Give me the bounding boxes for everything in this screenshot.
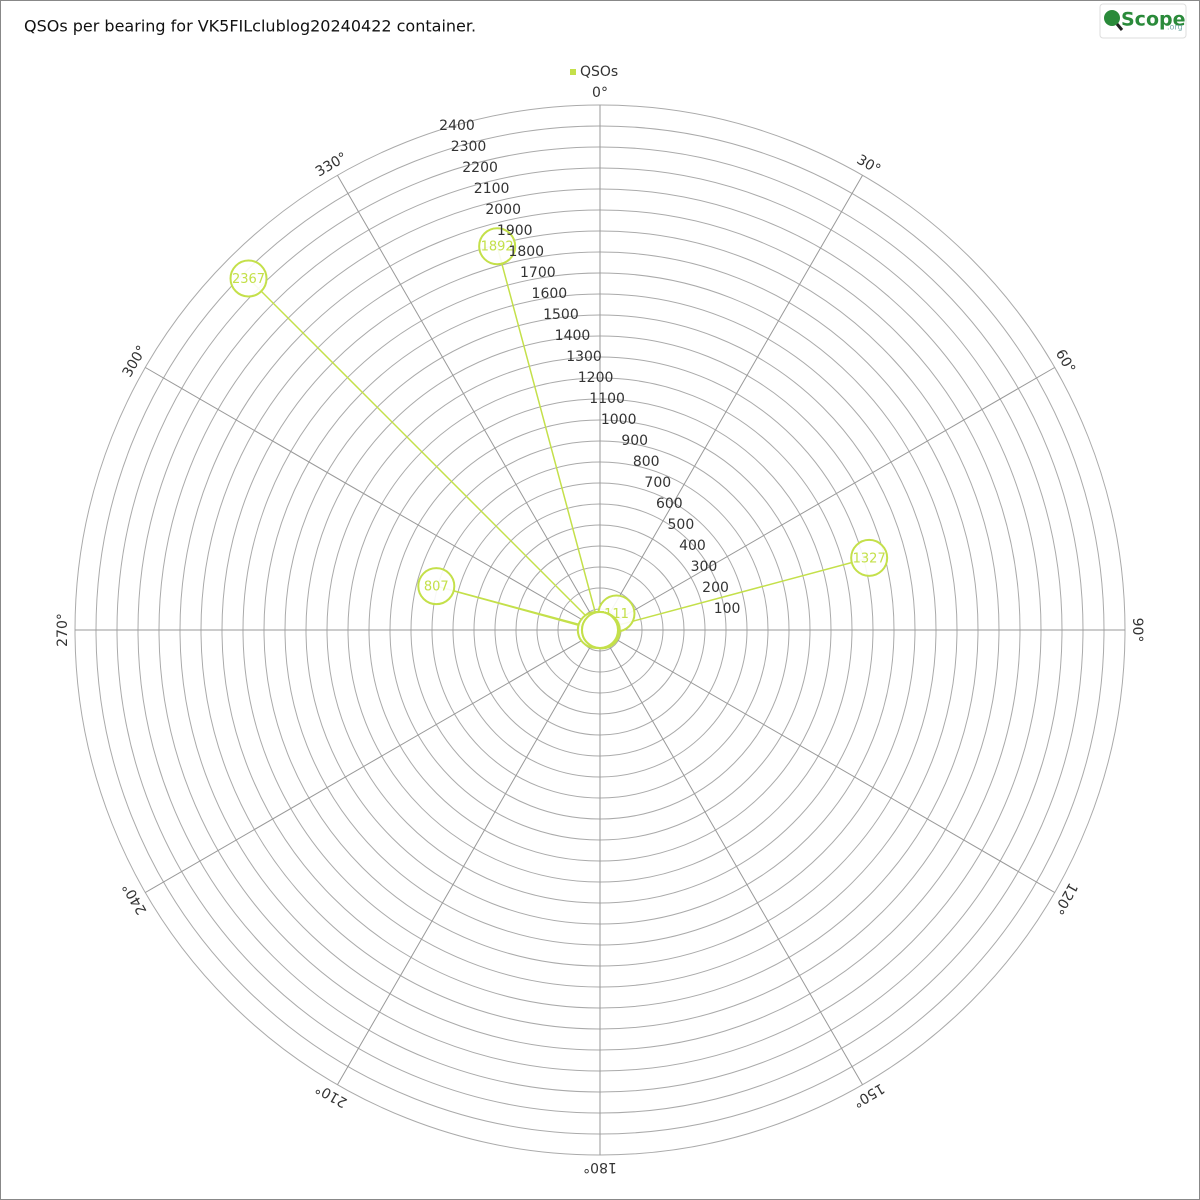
data-label: 2367 (232, 272, 265, 287)
angle-label: 0° (592, 85, 608, 101)
angle-label: 210° (313, 1080, 350, 1111)
y-tick-label: 1400 (555, 328, 591, 344)
logo-suffix: .org (1167, 23, 1183, 32)
spoke (145, 367, 601, 631)
y-tick-label: 100 (714, 601, 741, 617)
y-tick-label: 2200 (462, 160, 498, 176)
angle-label: 60° (1052, 347, 1078, 377)
y-tick-label: 2400 (439, 118, 475, 134)
data-label: 1327 (853, 551, 886, 566)
spoke (599, 629, 1055, 893)
y-tick-label: 800 (633, 454, 660, 470)
angle-label: 120° (1050, 880, 1081, 917)
y-tick-label: 2000 (485, 202, 521, 218)
y-tick-label: 900 (621, 433, 648, 449)
point-marker (850, 538, 889, 577)
y-tick-label: 2300 (451, 139, 487, 155)
spoke (599, 367, 1055, 631)
spoke (599, 629, 863, 1085)
y-tick-label: 1500 (543, 307, 579, 323)
data-label: 807 (424, 580, 449, 595)
data-label: 1892 (481, 240, 514, 255)
logo: Scope .org (1099, 3, 1187, 39)
y-tick-label: 2100 (474, 181, 510, 197)
legend-label: QSOs (580, 64, 618, 80)
angle-label: 270° (55, 613, 71, 647)
y-tick-label: 400 (679, 538, 706, 554)
point-marker (229, 259, 268, 298)
y-tick-label: 1600 (532, 286, 568, 302)
y-tick-label: 1200 (578, 370, 614, 386)
spoke (337, 629, 601, 1085)
y-tick-label: 1100 (589, 391, 625, 407)
y-tick-label: 1700 (520, 265, 556, 281)
angle-label: 300° (120, 343, 151, 380)
area (247, 246, 870, 633)
y-tick-label: 600 (656, 496, 683, 512)
y-tick-label: 1300 (566, 349, 602, 365)
logo-icon-handle (1115, 23, 1124, 31)
y-tick-label: 500 (668, 517, 695, 533)
angle-label: 90° (1129, 618, 1145, 643)
angle-label: 180° (583, 1159, 617, 1175)
angle-label: 330° (313, 150, 350, 181)
y-tick-label: 300 (691, 559, 718, 575)
spoke (145, 629, 601, 893)
y-tick-label: 700 (644, 475, 671, 491)
logo-text: Scope (1121, 9, 1186, 31)
point-marker (478, 227, 517, 266)
chart-title: QSOs per bearing for VK5FILclublog202404… (24, 17, 476, 36)
y-tick-label: 200 (702, 580, 729, 596)
point-marker (581, 611, 619, 649)
y-tick-label: 1000 (601, 412, 637, 428)
spoke (337, 175, 601, 631)
y-tick-label: 1900 (497, 223, 533, 239)
y-tick-label: 1800 (508, 244, 544, 260)
legend-swatch (570, 69, 576, 75)
angle-label: 150° (850, 1080, 887, 1111)
point-marker (417, 567, 456, 606)
angle-label: 30° (854, 152, 884, 178)
angle-label: 240° (120, 880, 151, 917)
spoke (599, 175, 863, 631)
logo-icon (1104, 10, 1120, 26)
